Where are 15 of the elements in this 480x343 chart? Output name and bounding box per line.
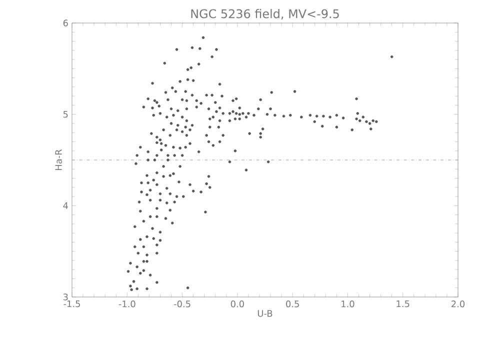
x-tick-label: 0.5 — [286, 300, 299, 308]
y-tick-label: 4 — [63, 202, 68, 209]
chart-title: NGC 5236 field, MV<-9.5 — [191, 9, 339, 20]
x-tick-label: -1.5 — [64, 300, 80, 308]
x-tick-label: 2.0 — [452, 300, 465, 308]
x-tick-label: 0.0 — [230, 300, 244, 308]
x-tick-label: -1.0 — [118, 300, 136, 308]
y-tick-label: 5 — [63, 111, 68, 118]
y-tick-label: 3 — [63, 294, 68, 300]
x-tick-label: 1.5 — [396, 300, 410, 308]
x-tick-label: 1.0 — [342, 300, 354, 308]
x-axis-title: U-B — [258, 310, 272, 317]
x-tick-label: -0.5 — [174, 300, 190, 308]
y-axis-title: Ha-R — [55, 149, 62, 170]
y-tick-label: 6 — [63, 20, 68, 26]
